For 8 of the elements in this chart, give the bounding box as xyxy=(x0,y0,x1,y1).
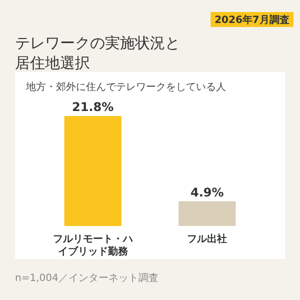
data-label: 4.9% xyxy=(190,185,224,200)
x-tick-label: フルリモート・ハイブリッド勤務 xyxy=(52,234,133,258)
text: n=1,004／インターネット調査 xyxy=(15,272,158,284)
text: 2026年7月調査 xyxy=(214,14,290,26)
chart-title: テレワークの実施状況と居住地選択 xyxy=(15,34,180,72)
chart-subtitle: 地方・郊外に住んでテレワークをしている人 xyxy=(25,81,226,93)
data-label: 21.8% xyxy=(72,100,114,114)
x-tick-label: フル出社 xyxy=(187,233,228,245)
